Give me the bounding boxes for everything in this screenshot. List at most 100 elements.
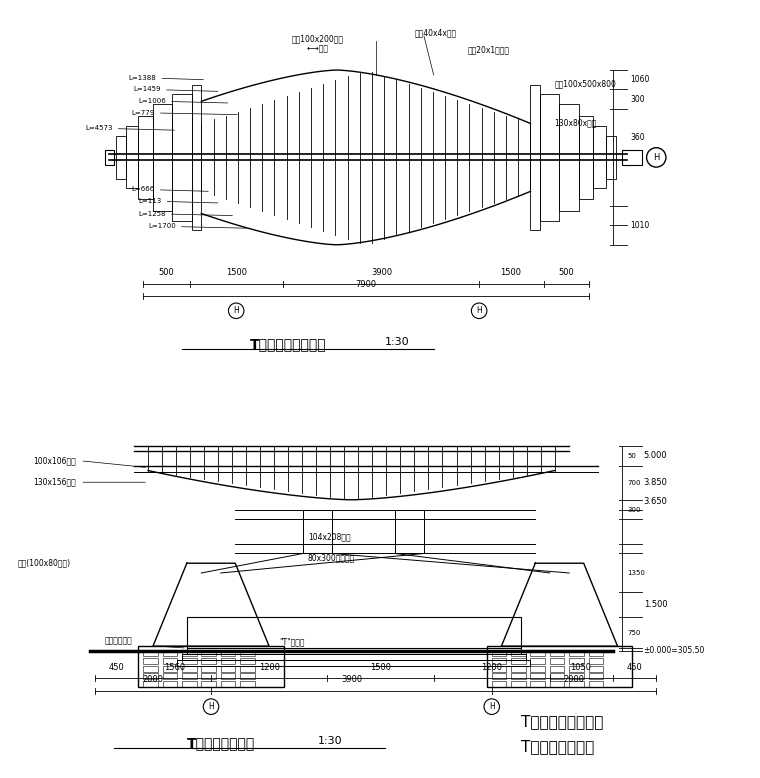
Text: T型舞台正立面图: T型舞台正立面图 [187,736,255,750]
Bar [201,682,216,687]
Bar [116,136,126,179]
Bar [240,650,255,656]
Bar [192,85,201,230]
Bar [240,658,255,664]
Bar [549,682,565,687]
Text: ±0.000=305.50: ±0.000=305.50 [644,646,705,654]
Bar [588,658,603,664]
Bar [303,510,332,553]
Bar [588,674,603,679]
Text: 1.500: 1.500 [644,600,667,608]
Bar [163,666,177,671]
Text: 5.000: 5.000 [644,451,667,461]
Text: 棒条(100x80东方): 棒条(100x80东方) [17,559,71,568]
Text: L=113: L=113 [138,198,218,204]
Bar [559,104,579,211]
Text: L=666: L=666 [131,187,208,192]
Bar [220,666,236,671]
Text: 7900: 7900 [356,280,376,289]
Text: 700: 700 [627,480,641,485]
Text: 木方100x500x800: 木方100x500x800 [555,80,616,89]
Bar [138,116,153,199]
Bar [201,674,216,679]
Text: 450: 450 [108,663,124,671]
Bar [105,149,114,165]
Bar [240,666,255,671]
Bar [492,666,506,671]
Text: L=1258: L=1258 [138,211,233,216]
Bar [511,650,526,656]
Text: 3.650: 3.650 [644,497,667,506]
Bar [173,94,192,220]
Bar [126,126,138,188]
Bar [182,674,197,679]
Bar [144,682,158,687]
Text: 130x156东方: 130x156东方 [33,478,75,487]
Bar [187,617,521,648]
Text: T型舞台屋顶平面图: T型舞台屋顶平面图 [521,714,603,730]
Text: 300: 300 [630,95,644,103]
Text: L=1459: L=1459 [134,86,218,93]
Bar [569,674,584,679]
Bar [530,650,545,656]
Bar [549,658,565,664]
Text: 360: 360 [630,134,644,142]
Text: L=1700: L=1700 [148,223,247,230]
Bar [177,660,530,666]
Bar [182,650,197,656]
Bar [144,674,158,679]
Bar [588,650,603,656]
Text: 1560: 1560 [163,663,185,671]
Text: 棒条20x1板东方: 棒条20x1板东方 [467,46,509,54]
Text: L=1006: L=1006 [138,98,227,104]
Bar [144,666,158,671]
Text: 1050: 1050 [570,663,591,671]
Text: 2000: 2000 [563,675,584,684]
Text: 1500: 1500 [226,268,247,277]
Bar [182,654,526,660]
Bar [220,682,236,687]
Text: "T"型舞台: "T"型舞台 [279,638,304,647]
Text: 提条40x4x东方: 提条40x4x东方 [414,28,457,37]
Bar [549,666,565,671]
Bar [163,658,177,664]
Bar [549,650,565,656]
Bar [530,682,545,687]
Bar [594,126,606,188]
Bar [163,682,177,687]
Bar [163,674,177,679]
Bar [492,650,506,656]
Bar [144,650,158,656]
Bar [588,666,603,671]
Text: 3900: 3900 [340,675,362,684]
Text: H: H [653,153,660,162]
Text: L=4573: L=4573 [85,125,174,131]
Text: 300: 300 [627,506,641,513]
Bar [201,650,216,656]
Bar [511,682,526,687]
Text: 104x208木方: 104x208木方 [308,532,350,541]
Bar [220,658,236,664]
Bar [220,650,236,656]
Bar [492,658,506,664]
Text: T型舞台屋顶平面图: T型舞台屋顶平面图 [250,337,327,351]
Text: 500: 500 [159,268,174,277]
Text: H: H [489,703,495,711]
Bar [492,674,506,679]
Text: 名石断槽基层: 名石断槽基层 [105,636,132,646]
Text: H: H [233,307,239,315]
Bar [606,136,616,179]
Text: 1060: 1060 [630,75,650,84]
Bar [579,116,594,199]
Bar [240,682,255,687]
Text: 1200: 1200 [481,663,502,671]
Text: 1010: 1010 [630,221,649,230]
Bar [530,658,545,664]
Bar [569,658,584,664]
Text: 2000: 2000 [142,675,163,684]
Bar [163,650,177,656]
Bar [492,682,506,687]
Bar [530,674,545,679]
Bar [487,647,632,687]
Text: L=779: L=779 [131,110,237,116]
